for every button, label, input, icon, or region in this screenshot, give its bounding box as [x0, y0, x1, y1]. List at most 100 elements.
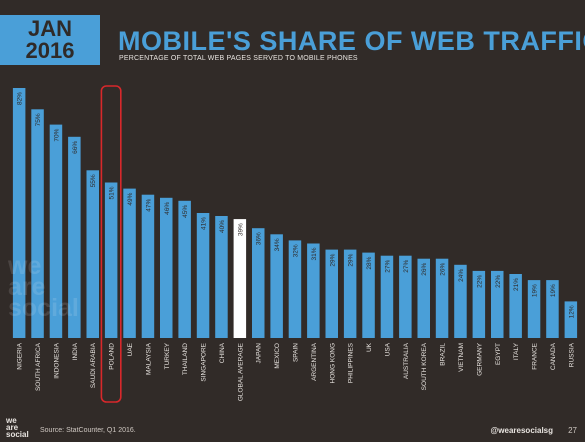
bar-italy [509, 274, 522, 338]
value-label: 31% [311, 247, 318, 260]
category-label: CANADA [550, 342, 557, 370]
bar-philippines [343, 249, 357, 338]
category-label: CHINA [219, 342, 226, 363]
bar-singapore [196, 213, 210, 338]
category-label: THAILAND [182, 343, 189, 375]
category-label: RUSSIA [568, 342, 575, 367]
value-label: 26% [421, 262, 428, 275]
bar-saudi-arabia [86, 170, 99, 338]
category-label: SINGAPORE [201, 342, 208, 381]
category-label: AUSTRALIA [403, 342, 410, 379]
value-label: 51% [109, 186, 116, 199]
footer-logo: we are social [6, 416, 29, 439]
category-label: SOUTH KOREA [421, 342, 428, 390]
value-label: 34% [274, 238, 281, 251]
value-label: 27% [403, 259, 410, 272]
bar-turkey [160, 197, 173, 338]
value-label: 24% [458, 269, 465, 282]
category-label: INDONESIA [54, 342, 61, 378]
value-label: 27% [384, 259, 391, 272]
category-label: TURKEY [164, 342, 171, 369]
social-handle: @wearesocialsg [491, 426, 554, 435]
bar-india [68, 136, 81, 338]
value-label: 39% [237, 223, 244, 236]
category-label: SAUDI ARABIA [90, 342, 97, 388]
category-label: UAE [127, 342, 134, 356]
page-number: 27 [568, 426, 577, 435]
bar-usa [380, 255, 394, 338]
bar-australia [399, 255, 412, 338]
bar-poland [104, 182, 118, 338]
source-note: Source: StatCounter, Q1 2016. [40, 427, 136, 434]
bar-uae [123, 188, 136, 338]
bar-spain [288, 240, 302, 338]
bar-south-africa [31, 109, 44, 338]
value-label: 36% [256, 232, 263, 245]
footer-logo-line2: are [6, 423, 19, 432]
value-label: 12% [568, 305, 575, 318]
value-label: 75% [35, 113, 42, 126]
bar-brazil [435, 258, 449, 338]
bar-uk [362, 252, 375, 338]
value-label: 46% [164, 202, 171, 215]
category-label: HONG KONG [329, 343, 336, 383]
chart-subtitle: PERCENTAGE OF TOTAL WEB PAGES SERVED TO … [119, 55, 358, 62]
category-label: BRAZIL [440, 343, 447, 366]
value-label: 29% [329, 253, 336, 266]
value-label: 26% [440, 262, 447, 275]
date-month: JAN [27, 16, 72, 41]
value-label: 21% [513, 278, 520, 291]
bar-russia [564, 301, 578, 338]
social-handle-text: @wearesocialsg [490, 426, 554, 435]
category-label: GLOBAL AVERAGE [237, 342, 244, 401]
value-label: 49% [127, 192, 134, 205]
category-label: MALAYSIA [145, 342, 152, 375]
bar-hong-kong [325, 249, 338, 338]
chart-title: MOBILE'S SHARE OF WEB TRAFFIC [118, 26, 585, 56]
footer-logo-line3: social [6, 430, 29, 439]
bar-south-korea [417, 258, 430, 338]
category-label: USA [384, 342, 391, 356]
value-label: 82% [17, 92, 24, 105]
bar-japan [252, 228, 265, 338]
footer-logo-line1: we [6, 416, 17, 425]
value-label: 19% [550, 284, 557, 297]
category-label: INDIA [72, 342, 79, 360]
bar-mexico [270, 234, 283, 338]
bar-global-average [233, 219, 247, 338]
category-label: PHILIPPINES [348, 342, 355, 383]
category-label: UK [366, 342, 373, 352]
category-label: JAPAN [256, 343, 263, 364]
bar-germany [472, 270, 486, 338]
value-label: 66% [72, 141, 79, 154]
value-label: 22% [495, 275, 502, 288]
category-label: FRANCE [532, 342, 539, 369]
category-label: MEXICO [274, 343, 281, 369]
bar-nigeria [12, 88, 26, 338]
watermark-logo: we are social [8, 254, 88, 321]
value-label: 45% [182, 205, 189, 218]
bar-china [215, 216, 228, 338]
date-badge: JAN 2016 [0, 15, 100, 65]
category-label: VIETNAM [458, 343, 465, 372]
category-label: ITALY [513, 342, 520, 360]
value-label: 19% [532, 284, 539, 297]
bar-malaysia [141, 194, 155, 338]
highlight-box [100, 85, 122, 403]
value-label: 40% [219, 220, 226, 233]
value-label: 41% [201, 217, 208, 230]
value-label: 28% [366, 256, 373, 269]
bar-argentina [307, 243, 320, 338]
value-label: 55% [90, 174, 97, 187]
category-label: NIGERIA [17, 342, 24, 369]
bar-vietnam [454, 264, 467, 338]
value-label: 22% [476, 275, 483, 288]
category-label: EGYPT [495, 343, 502, 365]
date-year: 2016 [25, 38, 75, 63]
bar-canada [546, 280, 559, 338]
bar-thailand [178, 200, 191, 338]
value-label: 32% [293, 244, 300, 257]
category-label: GERMANY [476, 342, 483, 376]
value-label: 29% [348, 253, 355, 266]
